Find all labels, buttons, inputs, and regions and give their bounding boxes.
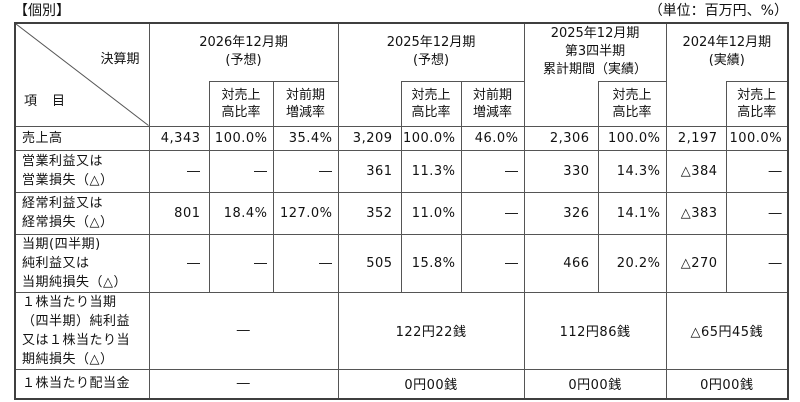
data-cell: ― [272,233,339,293]
data-cell: 112円86銭 [523,291,667,370]
data-cell: ― [272,149,339,193]
data-cell: ― [148,233,210,293]
top-bar: 【個別】 （単位：百万円、%） [14,2,788,20]
data-cell: ― [460,149,525,193]
subheader-empty [148,81,210,127]
subheader-sales-ratio: 対売上 高比率 [725,80,789,127]
data-cell: 100.0% [597,125,667,151]
table-row-operating-income: 営業利益又は 営業損失（△） ― ― ― 361 11.3% ― 330 14.… [14,149,789,193]
row-label: 売上高 [14,125,150,151]
data-cell: 2,197 [665,125,727,151]
data-cell: ― [725,233,789,293]
data-cell: 352 [337,191,402,235]
data-cell: ― [148,291,339,370]
row-label: 営業利益又は 営業損失（△） [14,149,150,193]
data-cell: 0円00銭 [665,368,789,400]
data-cell: ― [208,149,274,193]
data-cell: 127.0% [272,191,339,235]
row-label: １株当たり配当金 [14,368,150,400]
data-cell: 2,306 [523,125,599,151]
data-cell: 361 [337,149,402,193]
data-cell: 3,209 [337,125,402,151]
section-title: 【個別】 [14,3,70,19]
data-cell: ― [460,191,525,235]
table-row-eps: １株当たり当期 （四半期）純利益 又は１株当たり当 期純損失（△） ― 122円… [14,291,789,370]
diagonal-divider-icon [16,24,149,126]
data-cell: ― [148,368,339,400]
subheader-sales-ratio: 対売上 高比率 [208,80,274,127]
data-cell: 100.0% [400,125,462,151]
corner-label-item: 項 目 [24,94,67,109]
header-row-groups: 決算期 項 目 2026年12月期 (予想) 2025年12月期 (予想) 20… [14,22,789,127]
col-group-fy2025-forecast: 2025年12月期 (予想) [337,22,525,81]
corner-cell: 決算期 項 目 [14,22,150,127]
corner-label-period: 決算期 [100,52,140,67]
data-cell: 35.4% [272,125,339,151]
data-cell: △65円45銭 [665,291,789,370]
subheader-yoy-change: 対前期 増減率 [460,80,525,127]
data-cell: 4,343 [148,125,210,151]
table-row-ordinary-income: 経常利益又は 経常損失（△） 801 18.4% 127.0% 352 11.0… [14,191,789,235]
data-cell: 11.0% [400,191,462,235]
data-cell: 14.3% [597,149,667,193]
data-cell: 100.0% [208,125,274,151]
row-label: 当期(四半期) 純利益又は 当期純損失（△） [14,233,150,293]
unit-label: （単位：百万円、%） [648,3,788,19]
subheader-sales-ratio: 対売上 高比率 [597,80,667,127]
data-cell: ― [460,233,525,293]
subheader-sales-ratio: 対売上 高比率 [400,80,462,127]
row-label: １株当たり当期 （四半期）純利益 又は１株当たり当 期純損失（△） [14,291,150,370]
subheader-empty [523,81,599,127]
data-cell: △383 [665,191,727,235]
data-cell: 330 [523,149,599,193]
data-cell: 14.1% [597,191,667,235]
data-cell: 100.0% [725,125,789,151]
subheader-yoy-change: 対前期 増減率 [272,80,339,127]
data-cell: 326 [523,191,599,235]
data-cell: △384 [665,149,727,193]
col-group-fy2025q3-actual: 2025年12月期 第3四半期 累計期間（実績） [523,22,667,81]
data-cell: 122円22銭 [337,291,525,370]
subheader-empty [665,81,727,127]
row-label: 経常利益又は 経常損失（△） [14,191,150,235]
data-cell: 466 [523,233,599,293]
col-group-fy2026-forecast: 2026年12月期 (予想) [148,22,339,81]
data-cell: △270 [665,233,727,293]
col-group-fy2024-actual: 2024年12月期 (実績) [665,22,789,81]
data-cell: ― [208,233,274,293]
data-cell: 15.8% [400,233,462,293]
table-row-net-sales: 売上高 4,343 100.0% 35.4% 3,209 100.0% 46.0… [14,125,789,151]
data-cell: 18.4% [208,191,274,235]
financial-results-table: 決算期 項 目 2026年12月期 (予想) 2025年12月期 (予想) 20… [14,22,790,400]
data-cell: 0円00銭 [523,368,667,400]
data-cell: ― [148,149,210,193]
subheader-empty [337,81,402,127]
table-row-net-income: 当期(四半期) 純利益又は 当期純損失（△） ― ― ― 505 15.8% ―… [14,233,789,293]
data-cell: ― [725,191,789,235]
data-cell: ― [725,149,789,193]
data-cell: 0円00銭 [337,368,525,400]
table-row-dividend-per-share: １株当たり配当金 ― 0円00銭 0円00銭 0円00銭 [14,368,789,400]
data-cell: 11.3% [400,149,462,193]
data-cell: 20.2% [597,233,667,293]
data-cell: 801 [148,191,210,235]
data-cell: 505 [337,233,402,293]
data-cell: 46.0% [460,125,525,151]
